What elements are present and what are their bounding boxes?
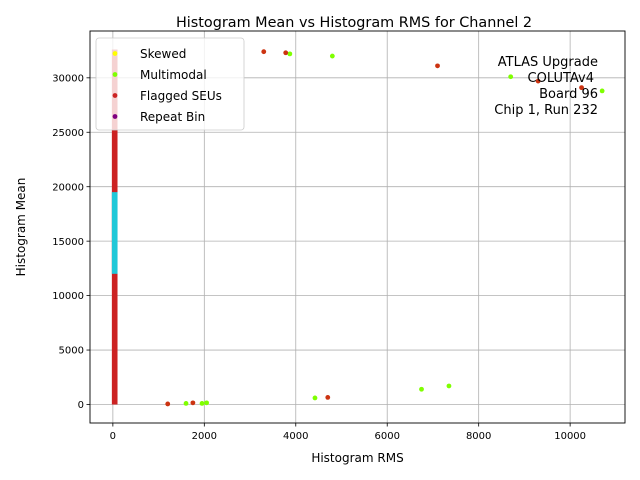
annotation-line-4: Chip 1, Run 232	[494, 103, 598, 118]
scatter-point	[190, 400, 196, 406]
scatter-point	[312, 395, 318, 401]
scatter-point	[435, 63, 440, 69]
scatter-point	[446, 383, 452, 389]
scatter-point	[183, 401, 189, 406]
legend-label: Skewed	[140, 47, 186, 61]
band-segment	[111, 192, 118, 274]
x-axis-ticks: 0 2000 4000 6000 8000 10000	[110, 423, 586, 442]
y-tick-label: 10000	[52, 291, 84, 302]
annotation-line-2: COLUTAv4	[528, 71, 594, 86]
scatter-point	[199, 401, 205, 406]
annotation: ATLAS Upgrade COLUTAv4 Board 96 Chip 1, …	[494, 55, 598, 118]
legend-label: Flagged SEUs	[140, 89, 222, 103]
scatter-point	[419, 386, 424, 392]
data-points	[165, 49, 605, 407]
x-tick-label: 6000	[374, 431, 399, 442]
legend-marker	[112, 93, 118, 98]
x-tick-label: 8000	[466, 431, 491, 442]
legend-marker	[112, 51, 118, 56]
annotation-line-1: ATLAS Upgrade	[498, 55, 598, 70]
scatter-point	[287, 51, 293, 57]
scatter-point	[599, 88, 605, 94]
y-tick-label: 15000	[52, 237, 84, 248]
legend: Skewed Multimodal Flagged SEUs Repeat Bin	[95, 37, 245, 131]
x-tick-label: 2000	[192, 431, 217, 442]
scatter-point	[535, 78, 541, 84]
scatter-point	[165, 401, 171, 407]
x-tick-label: 0	[110, 431, 116, 442]
x-tick-label: 10000	[554, 431, 586, 442]
y-tick-label: 5000	[59, 346, 84, 357]
x-axis-label: Histogram RMS	[311, 451, 403, 465]
legend-marker	[112, 114, 118, 119]
y-tick-label: 25000	[52, 128, 84, 139]
y-axis-label: Histogram Mean	[14, 178, 28, 277]
scatter-point	[325, 395, 331, 400]
scatter-point	[283, 50, 289, 56]
legend-label: Multimodal	[140, 68, 207, 82]
plot-frame	[89, 30, 626, 424]
scatter-point	[579, 85, 584, 91]
chart-title: Histogram Mean vs Histogram RMS for Chan…	[176, 15, 532, 31]
y-tick-label: 30000	[52, 73, 84, 84]
scatter-point	[329, 53, 335, 59]
y-tick-label: 20000	[52, 182, 84, 193]
x-tick-label: 4000	[283, 431, 308, 442]
scatter-point	[508, 74, 514, 80]
annotation-line-3: Board 96	[539, 87, 598, 102]
legend-box	[95, 37, 245, 131]
y-axis-ticks: 0 5000 10000 15000 20000 25000 30000	[52, 73, 90, 411]
scatter-point	[261, 49, 267, 55]
scatter-point	[204, 400, 210, 406]
y-tick-label: 0	[78, 400, 84, 411]
vertical-band	[111, 49, 118, 405]
legend-label: Repeat Bin	[140, 110, 205, 124]
legend-marker	[112, 72, 118, 77]
grid	[90, 31, 625, 423]
